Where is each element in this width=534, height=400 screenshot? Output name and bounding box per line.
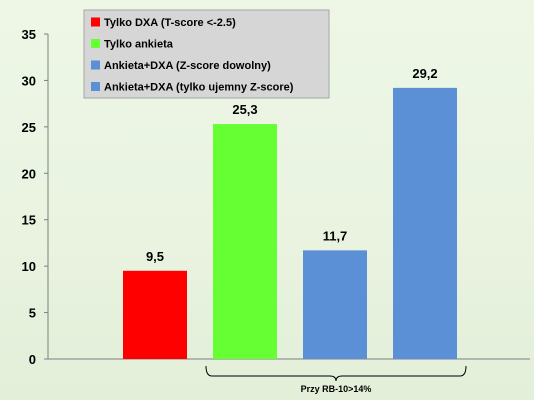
y-tick-label: 30 — [22, 73, 36, 88]
bracket — [205, 365, 467, 382]
y-tick-label: 0 — [29, 352, 36, 367]
y-tick-label: 15 — [22, 213, 36, 228]
y-tick-label: 35 — [22, 27, 36, 42]
legend-swatch — [91, 17, 100, 27]
bar — [303, 250, 367, 359]
bar — [393, 87, 457, 359]
y-tick-label: 5 — [29, 306, 36, 321]
bar — [123, 270, 187, 359]
data-label: 25,3 — [232, 102, 257, 117]
data-label: 11,7 — [323, 228, 348, 243]
data-label: 29,2 — [412, 66, 437, 81]
legend-entry: Tylko ankieta — [104, 39, 174, 51]
legend-box — [83, 9, 330, 99]
y-tick-label: 10 — [22, 259, 36, 274]
chart-bars: 9,5 25,3 11,7 29,2 — [123, 66, 457, 359]
y-tick-label: 25 — [22, 120, 36, 135]
chart-legend: Tylko DXA (T-score <-2.5) Tylko ankieta An… — [83, 9, 330, 99]
bracket-label: Przy RB-10>14% — [301, 384, 372, 394]
y-tick-label: 20 — [22, 166, 36, 181]
legend-swatch — [91, 39, 100, 48]
legend-entry: Ankieta+DXA (Z-score dowolny) — [104, 60, 271, 72]
chart-annotation: Przy RB-10>14% — [205, 365, 467, 394]
legend-entry: Ankieta+DXA (tylko ujemny Z-score) — [104, 82, 294, 94]
bar — [213, 124, 277, 359]
legend-swatch — [91, 82, 100, 91]
legend-entry: Tylko DXA (T-score <-2.5) — [104, 17, 236, 29]
data-label: 9,5 — [146, 249, 164, 264]
legend-swatch — [91, 60, 100, 70]
